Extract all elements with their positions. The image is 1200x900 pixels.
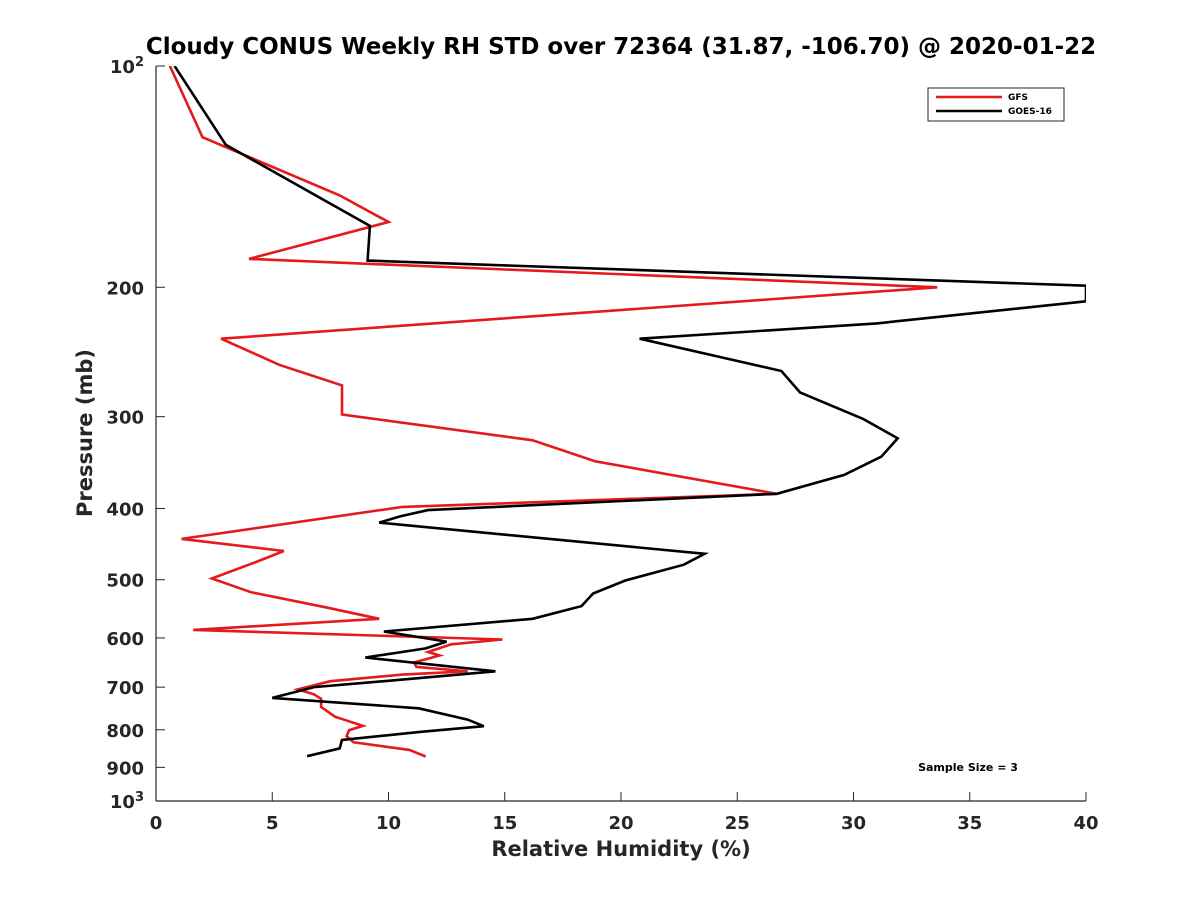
series-lines [168, 66, 1086, 758]
x-tick-label: 0 [150, 813, 163, 834]
y-tick-label: 500 [106, 571, 144, 592]
y-tick-label: 200 [106, 278, 144, 299]
y-tick-label: 400 [106, 500, 144, 521]
sample-size-annotation: Sample Size = 3 [918, 761, 1018, 774]
y-tick-label: 300 [106, 408, 144, 429]
x-tick-label: 35 [957, 813, 982, 834]
y-tick-label: 600 [106, 629, 144, 650]
y-tick-label: 700 [106, 678, 144, 699]
y-tick-label: 102 [110, 55, 144, 78]
x-tick-label: 30 [841, 813, 866, 834]
x-tick-label: 25 [725, 813, 750, 834]
series-line-gfs [168, 66, 938, 758]
y-tick-label: 103 [110, 790, 144, 813]
legend: GFS GOES-16 [927, 87, 1065, 122]
legend-label: GOES-16 [1008, 107, 1052, 117]
x-tick-label: 15 [492, 813, 517, 834]
legend-box [927, 87, 1065, 122]
x-tick-label: 20 [608, 813, 633, 834]
series-line-goes-16 [173, 66, 1086, 758]
legend-label: GFS [1008, 93, 1028, 103]
axis-ticks: 0 5 10 15 20 25 30 35 40 102 200 300 400 500 600 700 800… [106, 55, 1098, 834]
chart-title: Cloudy CONUS Weekly RH STD over 72364 (3… [146, 34, 1096, 60]
x-axis-label: Relative Humidity (%) [491, 837, 750, 861]
y-tick-label: 800 [106, 721, 144, 742]
y-tick-label: 900 [106, 758, 144, 779]
x-tick-label: 5 [266, 813, 279, 834]
x-tick-label: 10 [376, 813, 401, 834]
y-axis-label: Pressure (mb) [73, 349, 97, 517]
x-tick-label: 40 [1073, 813, 1098, 834]
plot-area [156, 66, 1086, 801]
